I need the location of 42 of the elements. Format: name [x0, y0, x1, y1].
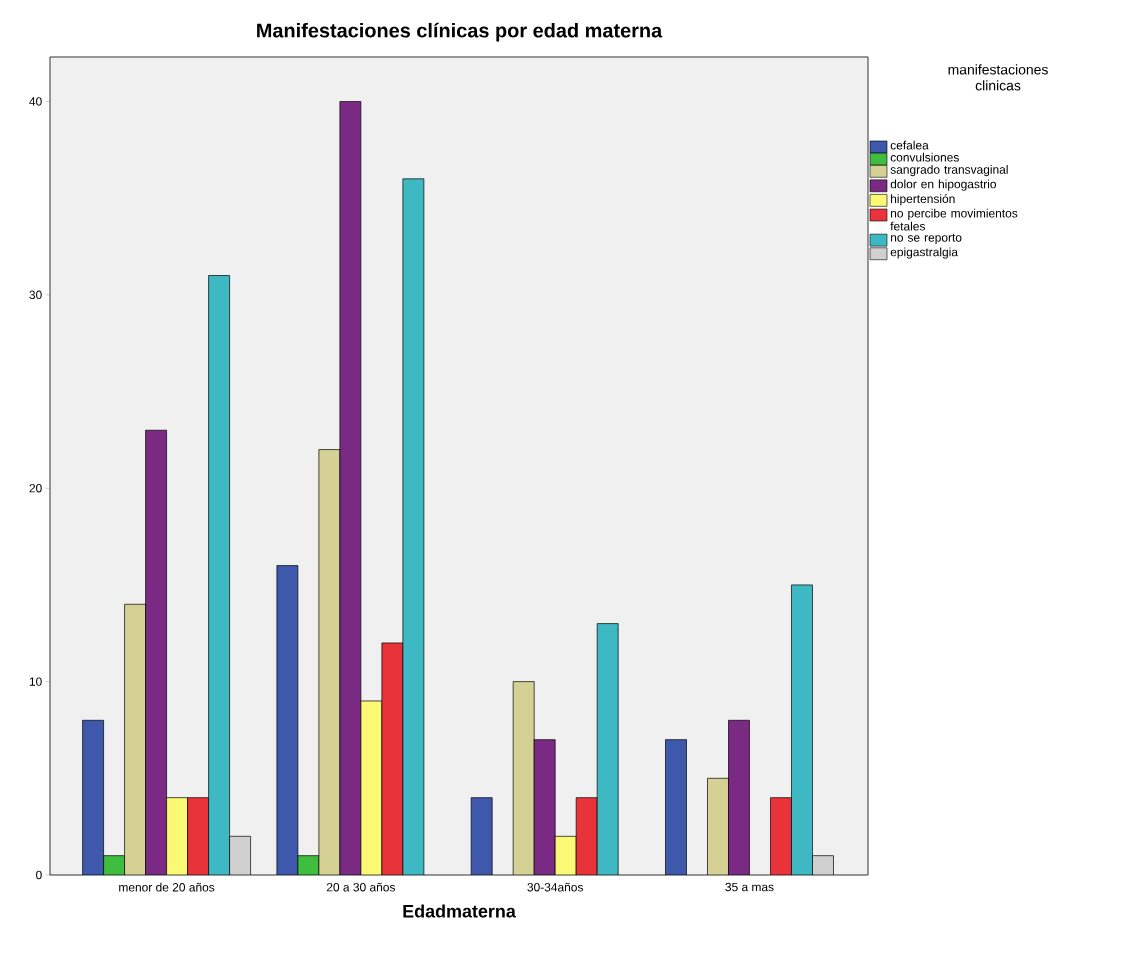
bar: [166, 797, 188, 875]
bar: [512, 681, 535, 875]
legend-label: sangrado transvaginal: [890, 165, 1008, 177]
y-tick-label: 10: [29, 677, 42, 686]
bar: [229, 836, 251, 875]
y-tick-label: 20: [29, 484, 42, 493]
bar: [381, 642, 403, 875]
y-tick-label: 30: [29, 290, 42, 300]
bar: [339, 101, 361, 875]
x-tick-label: 20 a 30 años: [326, 882, 395, 892]
x-tick-label: 35 a mas: [725, 882, 774, 892]
bar: [82, 720, 104, 875]
chart-title: Manifestaciones clínicas por edad materna: [257, 22, 663, 42]
legend-label: cefalea: [890, 140, 929, 150]
legend-label: convulsiones: [890, 152, 959, 162]
y-tick-label: 0: [36, 870, 42, 880]
bar: [470, 797, 493, 875]
x-tick-label: 30-34años: [527, 882, 583, 892]
x-axis-title: Edadmaterna: [403, 904, 516, 918]
y-tick-label: 40: [29, 97, 42, 106]
x-tick-label: menor de 20 años: [119, 882, 215, 892]
legend-label: no se reporto: [891, 233, 962, 245]
bar: [665, 739, 687, 875]
bar: [791, 584, 813, 875]
bar: [402, 178, 424, 875]
bar: [318, 449, 340, 875]
legend-label: hipertensión: [891, 194, 955, 206]
bar: [575, 797, 598, 875]
bar: [770, 797, 792, 875]
bar: [596, 623, 619, 875]
bar: [187, 797, 209, 875]
bar: [554, 835, 577, 875]
bar: [707, 777, 729, 875]
bar: [145, 430, 167, 875]
bar: [208, 275, 230, 875]
legend-title: manifestaciones clinicas: [948, 64, 1048, 91]
bar: [276, 565, 298, 875]
legend-label: dolor en hipogastrio: [890, 179, 997, 191]
bar: [533, 739, 556, 875]
bar: [124, 604, 146, 875]
bar: [728, 719, 750, 875]
legend-label: epigastralgia: [890, 247, 958, 259]
